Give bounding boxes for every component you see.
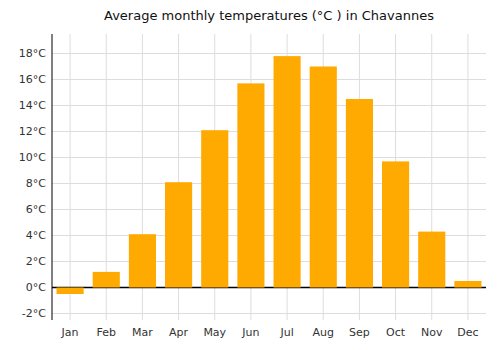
x-tick-label: Feb <box>97 326 116 339</box>
y-tick-label: 14°C <box>19 99 46 112</box>
bar <box>93 272 120 288</box>
y-tick-label: 10°C <box>19 151 46 164</box>
chart: -2°C 0°C 2°C 4°C 6°C 8°C 10°C 12°C 14°C 16°C 18°C J… <box>0 0 500 350</box>
grid <box>52 34 486 320</box>
bar <box>454 281 481 288</box>
x-tick-label: Nov <box>421 326 443 339</box>
y-grid-line <box>52 131 486 132</box>
y-tick-label: 6°C <box>26 203 46 216</box>
bar <box>57 288 84 295</box>
bars <box>57 56 482 294</box>
y-axis-line <box>52 34 53 320</box>
bar <box>274 56 301 287</box>
y-tick-label: 2°C <box>26 255 46 268</box>
y-grid-line <box>52 209 486 210</box>
chart-container: -2°C 0°C 2°C 4°C 6°C 8°C 10°C 12°C 14°C 16°C 18°C J… <box>0 0 500 350</box>
x-tick-label: Apr <box>169 326 189 339</box>
x-tick-label: Sep <box>349 326 370 339</box>
bar <box>237 83 264 287</box>
x-tick-label: Jun <box>241 326 259 339</box>
x-tick-label: Jan <box>61 326 79 339</box>
y-tick-label: 8°C <box>26 177 46 190</box>
y-grid-line <box>52 79 486 80</box>
bar <box>346 99 373 288</box>
y-grid-line <box>52 313 486 314</box>
bar <box>310 67 337 288</box>
y-grid-line <box>52 157 486 158</box>
x-tick-label: May <box>203 326 226 339</box>
bar <box>418 232 445 288</box>
y-tick-label: 4°C <box>26 229 46 242</box>
y-grid-line <box>52 105 486 106</box>
x-tick-label: Dec <box>457 326 478 339</box>
bar <box>129 234 156 287</box>
x-grid-line <box>70 34 71 320</box>
y-tick-label: 0°C <box>26 281 46 294</box>
title: Average monthly temperatures (°C ) in Ch… <box>104 8 434 23</box>
y-tick-label: 12°C <box>19 125 46 138</box>
x-tick-label: Aug <box>313 326 334 339</box>
bar <box>201 130 228 287</box>
y-tick-label: 16°C <box>19 73 46 86</box>
bar <box>382 161 409 287</box>
y-tick-label: 18°C <box>19 47 46 60</box>
x-tick-label: Oct <box>386 326 406 339</box>
x-grid-line <box>467 34 468 320</box>
axes: -2°C 0°C 2°C 4°C 6°C 8°C 10°C 12°C 14°C 16°C 18°C J… <box>19 34 486 339</box>
x-tick-label: Mar <box>132 326 153 339</box>
bar <box>165 182 192 287</box>
y-grid-line <box>52 53 486 54</box>
y-grid-line <box>52 183 486 184</box>
y-tick-label: -2°C <box>22 307 46 320</box>
x-tick-label: Jul <box>279 326 293 339</box>
